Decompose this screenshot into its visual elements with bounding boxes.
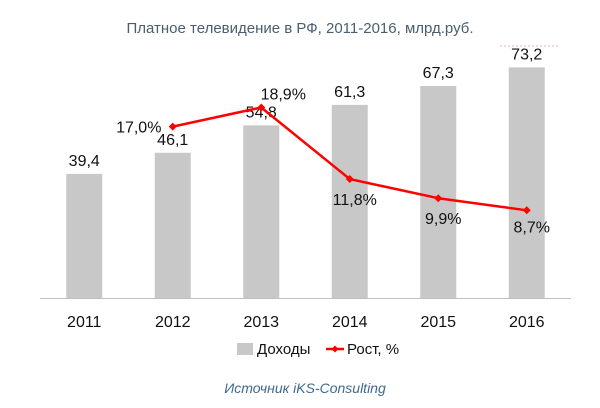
growth-label-2016: 8,7% [514, 219, 550, 236]
x-tick-2013: 2013 [243, 314, 279, 331]
bar-2011 [66, 173, 103, 298]
growth-label-2013: 18,9% [261, 86, 306, 103]
bar-label-2015: 67,3 [423, 65, 454, 82]
bar-2014 [331, 104, 368, 298]
bar-label-2011: 39,4 [69, 153, 100, 170]
bar-2016 [508, 67, 545, 298]
legend-label-growth: Рост, % [347, 341, 399, 358]
bar-2012 [154, 152, 191, 298]
x-tick-2014: 2014 [332, 314, 368, 331]
chart-title: Платное телевидение в РФ, 2011-2016, млр… [126, 20, 473, 37]
growth-point-2012 [168, 122, 177, 131]
legend-swatch-revenue [237, 343, 253, 355]
legend-swatch-growth-marker [331, 345, 339, 353]
bars-layer: 39,446,154,861,367,373,2 [66, 46, 545, 298]
legend: Доходы Рост, % [237, 341, 399, 358]
bar-label-2012: 46,1 [157, 132, 188, 149]
source-caption: Источник iKS-Consulting [224, 380, 386, 396]
bar-label-2016: 73,2 [511, 46, 542, 63]
growth-label-2014: 11,8% [333, 192, 377, 209]
x-tick-2015: 2015 [420, 314, 456, 331]
bar-2015 [420, 86, 457, 298]
bar-2013 [243, 125, 280, 298]
growth-label-2012: 17,0% [116, 120, 161, 137]
growth-point-2013 [257, 103, 266, 112]
x-tick-labels: 2011 2012 2013 2014 2015 2016 [67, 314, 545, 331]
x-tick-2016: 2016 [509, 314, 545, 331]
x-tick-2011: 2011 [67, 314, 102, 331]
x-tick-2012: 2012 [155, 314, 191, 331]
growth-point-2014 [345, 175, 354, 184]
bar-label-2014: 61,3 [334, 84, 365, 101]
legend-label-revenue: Доходы [257, 341, 310, 358]
growth-label-2015: 9,9% [425, 211, 461, 228]
growth-point-2016 [522, 206, 531, 215]
growth-point-2015 [434, 194, 443, 203]
growth-line-layer: 17,0% 18,9% 11,8% 9,9% 8,7% [116, 86, 550, 236]
